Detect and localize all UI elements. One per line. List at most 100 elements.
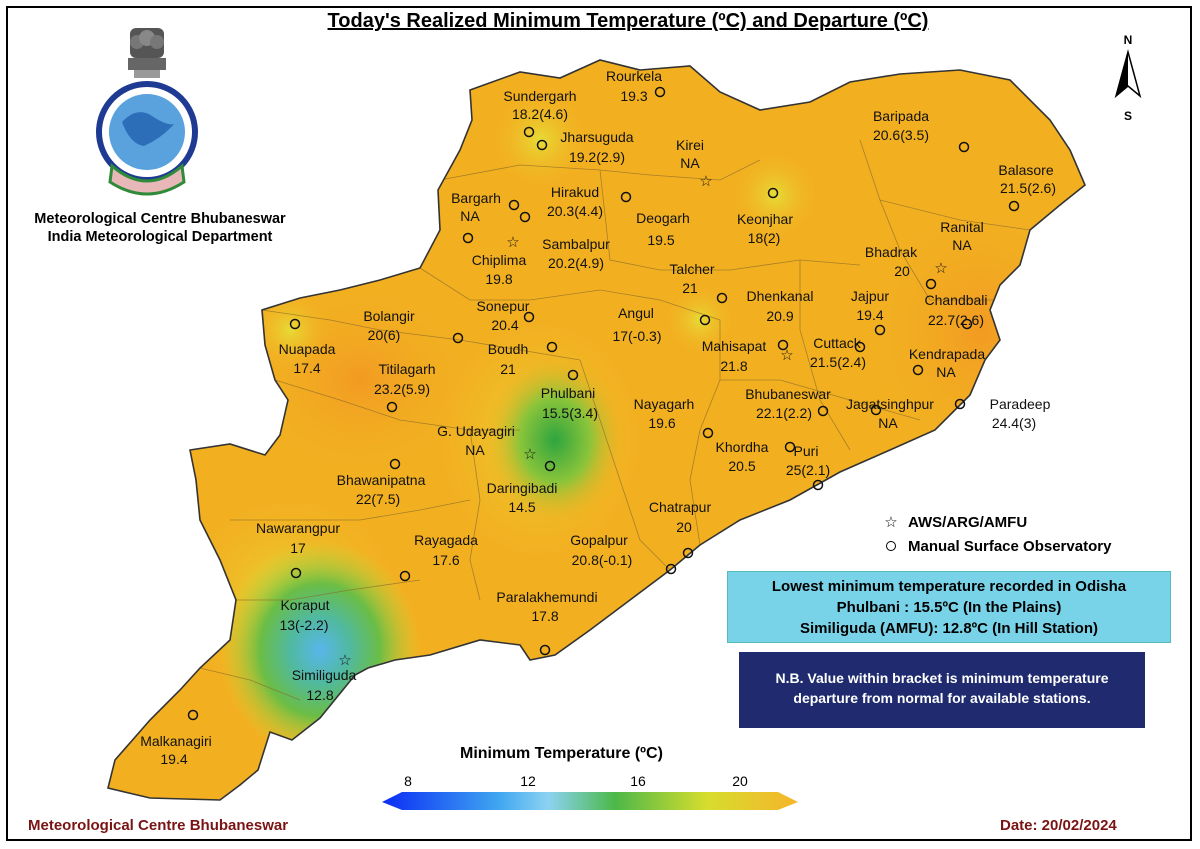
colorbar-title: Minimum Temperature (ºC): [460, 745, 663, 762]
north-arrow-icon: N S: [1114, 33, 1142, 123]
marker-daringibadi[interactable]: [544, 460, 556, 472]
marker-nawarangpur[interactable]: [290, 567, 302, 579]
symbol-legend: ☆ AWS/ARG/AMFU Manual Surface Observator…: [878, 510, 1168, 558]
star-g-udayagiri[interactable]: ☆: [523, 445, 536, 463]
station-name: Chiplima: [472, 252, 527, 268]
marker-talcher[interactable]: [716, 292, 728, 304]
station-value: 19.3: [620, 88, 647, 104]
station-value: 20.9: [766, 308, 793, 324]
marker-malkanagiri[interactable]: [187, 709, 199, 721]
marker-phulbani[interactable]: [567, 369, 579, 381]
colorbar-tick: 20: [732, 773, 748, 789]
station-name: Dhenkanal: [747, 288, 814, 304]
station-value: 19.4: [160, 751, 187, 767]
station-value: 20: [894, 263, 910, 279]
marker-paradeep[interactable]: [954, 398, 966, 410]
station-name: Rayagada: [414, 532, 478, 548]
marker-nayagarh[interactable]: [702, 427, 714, 439]
station-name: G. Udayagiri: [437, 423, 515, 439]
station-value: 15.5(3.4): [542, 405, 598, 421]
station-name: Paralakhemundi: [496, 589, 597, 605]
station-value: 19.8: [485, 271, 512, 287]
organization-block: Meteorological Centre Bhubaneswar India …: [20, 210, 300, 246]
marker-hirakud[interactable]: [519, 211, 531, 223]
marker-angul[interactable]: [699, 314, 711, 326]
marker-chatrapur[interactable]: [682, 547, 694, 559]
station-value: 17.6: [432, 552, 459, 568]
station-name: Bargarh: [451, 190, 501, 206]
footer-organization: Meteorological Centre Bhubaneswar: [28, 817, 289, 834]
marker-sonepur[interactable]: [523, 311, 535, 323]
station-name: Chandbali: [924, 292, 987, 308]
station-name: Ranital: [940, 219, 984, 235]
note-line-2: departure from normal for available stat…: [793, 690, 1091, 706]
station-value: 20.8(-0.1): [572, 552, 633, 568]
station-value: NA: [936, 364, 956, 380]
station-value: 24.4(3): [992, 415, 1036, 431]
star-similiguda[interactable]: ☆: [338, 651, 351, 669]
star-ranital[interactable]: ☆: [934, 259, 947, 277]
marker-baripada[interactable]: [958, 141, 970, 153]
station-value: 23.2(5.9): [374, 381, 430, 397]
station-value: 22.1(2.2): [756, 405, 812, 421]
station-name: Titilagarh: [378, 361, 435, 377]
station-value: 17.4: [293, 360, 320, 376]
station-value: 21.5(2.4): [810, 354, 866, 370]
marker-jagatsinghpur[interactable]: [870, 404, 882, 416]
lowest-temperature-box: Lowest minimum temperature recorded in O…: [727, 571, 1171, 643]
marker-bolangir[interactable]: [452, 332, 464, 344]
station-name: Bhubaneswar: [745, 386, 831, 402]
star-icon: ☆: [884, 514, 898, 531]
marker-kendrapada[interactable]: [912, 364, 924, 376]
station-name: Mahisapat: [702, 338, 767, 354]
org-name: Meteorological Centre Bhubaneswar: [34, 211, 286, 227]
station-value: 19.2(2.9): [569, 149, 625, 165]
marker-deogarh[interactable]: [620, 191, 632, 203]
marker-bhawanipatna[interactable]: [389, 458, 401, 470]
station-name: Balasore: [998, 162, 1053, 178]
marker-bhadrak[interactable]: [925, 278, 937, 290]
marker-boudh[interactable]: [546, 341, 558, 353]
marker-khordha[interactable]: [784, 441, 796, 453]
marker-chiplima-area[interactable]: [462, 232, 474, 244]
marker-cuttack[interactable]: [854, 341, 866, 353]
station-value: 19.5: [647, 232, 674, 248]
marker-bhubaneswar[interactable]: [817, 405, 829, 417]
station-value: 21: [500, 361, 516, 377]
marker-chandbali[interactable]: [961, 318, 973, 330]
station-name: Sundergarh: [503, 88, 576, 104]
marker-jharsuguda[interactable]: [536, 139, 548, 151]
marker-paralakhemundi[interactable]: [539, 644, 551, 656]
marker-rayagada[interactable]: [399, 570, 411, 582]
legend-row-manual: Manual Surface Observatory: [878, 534, 1168, 558]
legend-row-aws: ☆ AWS/ARG/AMFU: [878, 510, 1168, 534]
star-kirei[interactable]: ☆: [699, 172, 712, 190]
star-mahisapat[interactable]: ☆: [780, 346, 793, 364]
station-value: 17.8: [531, 608, 558, 624]
aws-markers: ☆ ☆ ☆ ☆ ☆ ☆: [338, 172, 947, 669]
station-name: Angul: [618, 305, 654, 321]
station-name: Nayagarh: [634, 396, 695, 412]
marker-balasore[interactable]: [1008, 200, 1020, 212]
marker-mahisapat-area[interactable]: [777, 339, 789, 351]
station-value: 14.5: [508, 499, 535, 515]
station-markers: [187, 86, 1020, 721]
colorbar-tick: 16: [630, 773, 646, 789]
marker-bargarh[interactable]: [508, 199, 520, 211]
star-chiplima[interactable]: ☆: [506, 233, 519, 251]
station-name: Deogarh: [636, 210, 690, 226]
note-box: N.B. Value within bracket is minimum tem…: [739, 652, 1145, 728]
marker-titilagarh[interactable]: [386, 401, 398, 413]
marker-gopalpur[interactable]: [665, 563, 677, 575]
station-value: NA: [460, 208, 480, 224]
marker-jajpur[interactable]: [874, 324, 886, 336]
footer-date: Date: 20/02/2024: [1000, 817, 1117, 834]
station-value: 21.5(2.6): [1000, 180, 1056, 196]
marker-keonjhar[interactable]: [767, 187, 779, 199]
marker-sundergarh[interactable]: [523, 126, 535, 138]
marker-puri[interactable]: [812, 479, 824, 491]
station-name: Khordha: [716, 439, 769, 455]
marker-rourkela[interactable]: [654, 86, 666, 98]
marker-nuapada[interactable]: [289, 318, 301, 330]
